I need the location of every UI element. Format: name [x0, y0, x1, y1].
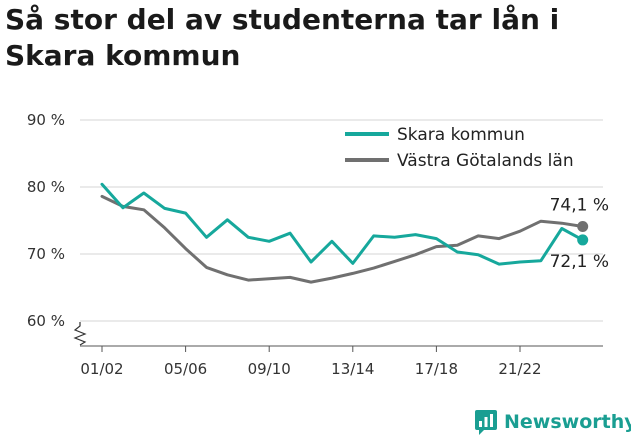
series-lines: [100, 182, 589, 284]
x-tick-label: 05/06: [164, 360, 207, 378]
line-chart: 60 % 70 % 80 % 90 % 01/02 05/06 09/10 13/14 17/…: [27, 111, 609, 378]
x-tick-label: 17/18: [415, 360, 458, 378]
y-tick-label: 60 %: [27, 312, 65, 330]
y-tick-label: 70 %: [27, 245, 65, 263]
x-tick-label: 21/22: [498, 360, 541, 378]
axis-break-symbol: [73, 322, 87, 346]
series-line-skara: [100, 182, 585, 266]
end-label-vasta-gotaland: 74,1 %: [550, 196, 609, 216]
x-axis-ticks: 01/02 05/06 09/10 13/14 17/18 21/22: [80, 346, 542, 378]
x-tick-label: 01/02: [80, 360, 123, 378]
x-tick-label: 09/10: [248, 360, 291, 378]
brand-logo: Newsworthy: [474, 407, 631, 437]
legend-label: Västra Götalands län: [397, 151, 574, 171]
grid-lines: [80, 119, 603, 322]
brand-name: Newsworthy: [504, 411, 631, 433]
chart-title: Så stor del av studenterna tar lån i Ska…: [5, 3, 560, 72]
y-tick-label: 90 %: [27, 111, 65, 129]
series-line-vasta-gotaland: [100, 194, 585, 284]
x-axis: [73, 322, 603, 347]
y-tick-label: 80 %: [27, 178, 65, 196]
newsworthy-logo-icon: [475, 410, 497, 435]
x-tick-label: 13/14: [331, 360, 374, 378]
legend: Skara kommun Västra Götalands län: [345, 125, 574, 171]
series-end-point-skara: [577, 234, 589, 246]
series-end-point-vasta-gotaland: [577, 221, 589, 233]
legend-label: Skara kommun: [397, 125, 525, 145]
end-labels: 72,1 % 74,1 %: [550, 196, 609, 272]
y-axis-ticks: 60 % 70 % 80 % 90 %: [27, 111, 65, 330]
end-label-skara: 72,1 %: [550, 252, 609, 272]
